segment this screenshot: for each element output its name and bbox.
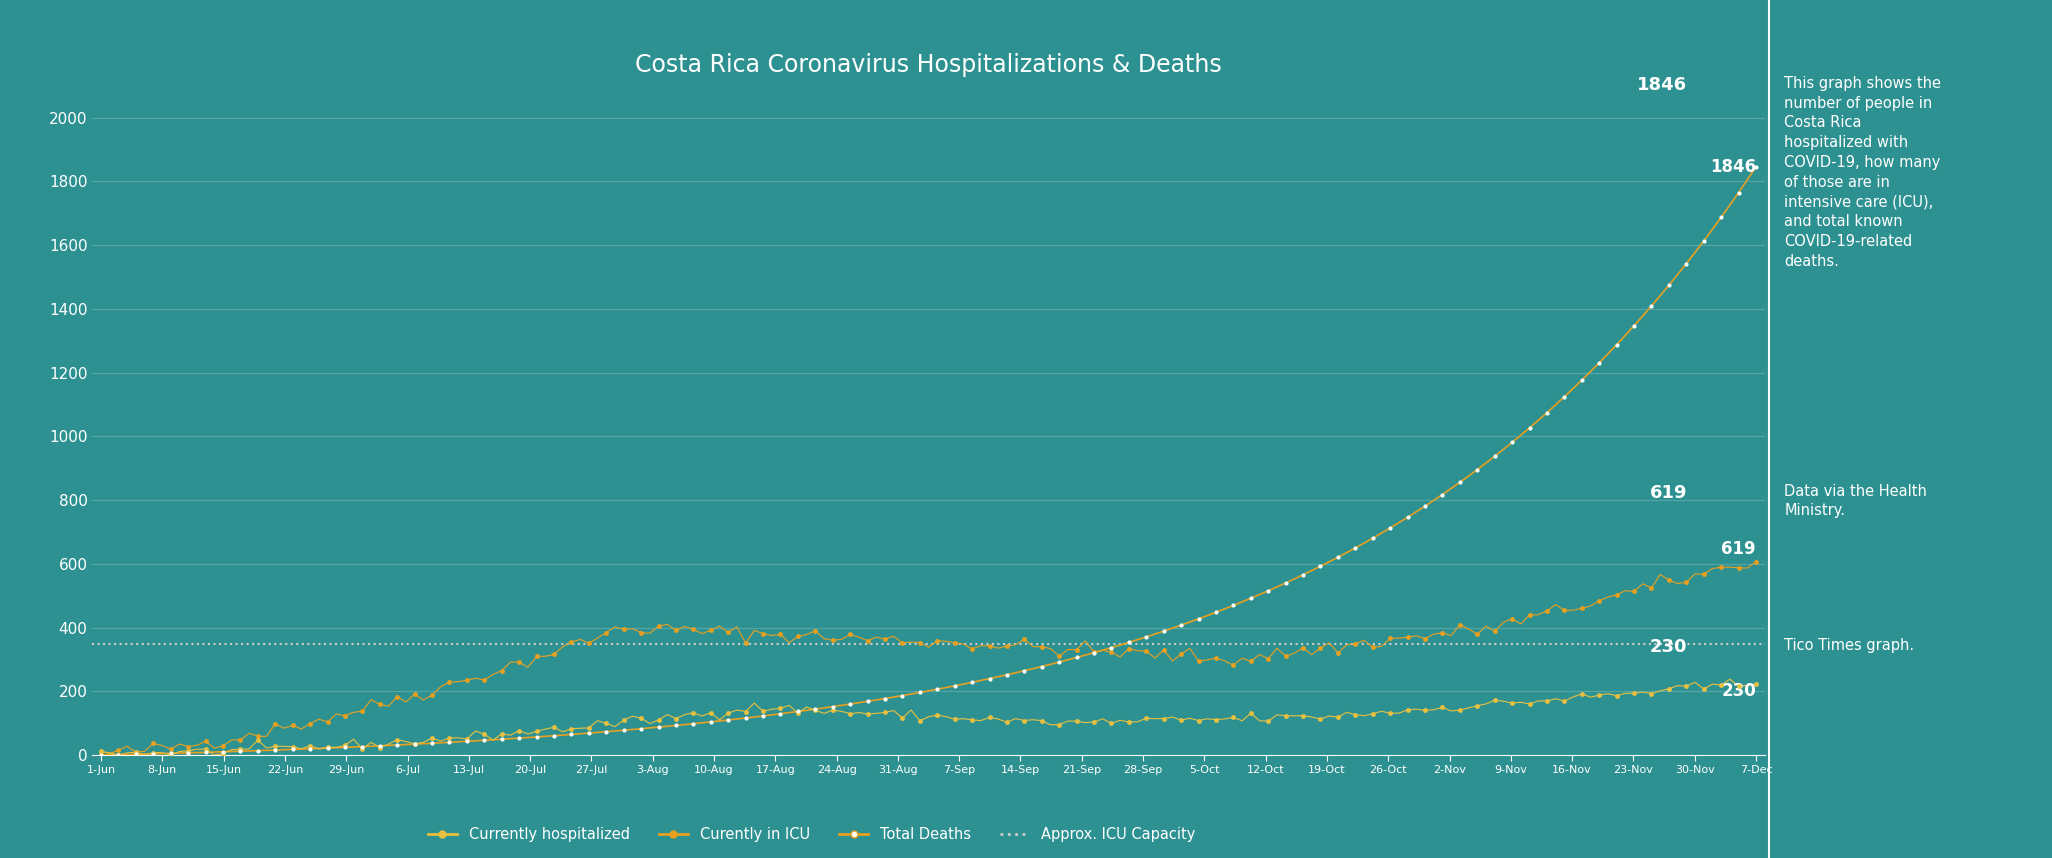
Text: 230: 230 xyxy=(1722,682,1757,700)
Text: 230: 230 xyxy=(1650,638,1687,656)
Legend: Currently hospitalized, Curently in ICU, Total Deaths, Approx. ICU Capacity: Currently hospitalized, Curently in ICU,… xyxy=(423,821,1200,849)
Title: Costa Rica Coronavirus Hospitalizations & Deaths: Costa Rica Coronavirus Hospitalizations … xyxy=(636,53,1221,77)
Text: Tico Times graph.: Tico Times graph. xyxy=(1785,638,1915,653)
Text: 619: 619 xyxy=(1650,484,1687,502)
Text: 1846: 1846 xyxy=(1709,158,1757,176)
Text: 619: 619 xyxy=(1722,540,1757,558)
Text: This graph shows the
number of people in
Costa Rica
hospitalized with
COVID-19, : This graph shows the number of people in… xyxy=(1785,76,1941,269)
Text: Data via the Health
Ministry.: Data via the Health Ministry. xyxy=(1785,484,1927,518)
Text: 1846: 1846 xyxy=(1637,76,1687,94)
